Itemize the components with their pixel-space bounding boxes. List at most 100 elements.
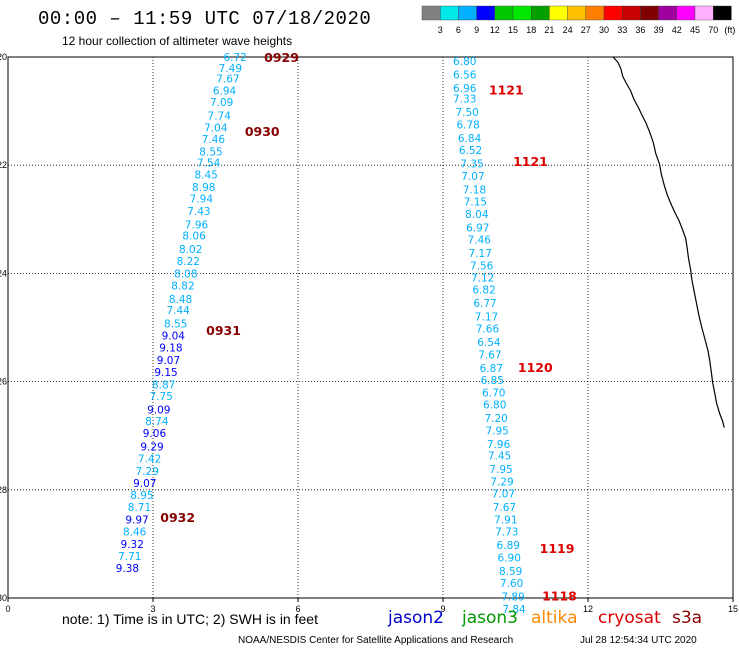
- wave-height-value: 7.67: [216, 74, 239, 86]
- wave-height-value: 7.46: [202, 134, 226, 146]
- wave-height-value: 9.32: [121, 539, 144, 551]
- y-tick-label: -22: [0, 160, 7, 170]
- y-tick-label: -30: [0, 593, 7, 603]
- credit-line: NOAA/NESDIS Center for Satellite Applica…: [238, 635, 514, 646]
- wave-height-value: 6.84: [458, 133, 482, 145]
- colorbar-swatch: [567, 5, 586, 21]
- wave-height-value: 9.06: [143, 428, 167, 440]
- pass-time-label: 1119: [540, 541, 575, 556]
- wave-height-value: 6.82: [472, 285, 495, 297]
- colorbar-swatch: [640, 5, 659, 21]
- wave-height-value: 7.09: [210, 97, 233, 109]
- wave-height-value: 7.07: [492, 489, 515, 501]
- wave-height-value: 7.67: [478, 350, 501, 362]
- wave-height-value: 7.71: [118, 551, 141, 563]
- wave-height-value: 7.49: [219, 63, 242, 75]
- pass-time-label: 0929: [264, 50, 299, 65]
- pass-time-label: 0931: [206, 323, 241, 338]
- colorbar-label: 15: [508, 25, 518, 35]
- wave-height-value: 8.82: [171, 280, 194, 292]
- wave-height-value: 7.94: [190, 194, 214, 206]
- wave-height-value: 8.48: [169, 294, 192, 306]
- colorbar-swatch: [585, 5, 605, 21]
- wave-height-value: 7.50: [455, 107, 478, 119]
- wave-height-value: 7.45: [488, 451, 511, 463]
- color-scale-legend: 3 6 9 12 15 18 21 24 27 30 33 36 39 42 45 70 (ft): [421, 5, 735, 35]
- plot-frame: [7, 56, 734, 599]
- legend-jason2: jason2: [388, 608, 444, 628]
- legend-altika: altika: [531, 608, 578, 628]
- wave-height-value: 6.54: [477, 337, 501, 349]
- colorbar-label: 27: [581, 25, 591, 35]
- x-tick-label: 12: [583, 604, 593, 614]
- wave-height-value: 7.73: [495, 526, 518, 538]
- y-tick-label: -28: [0, 485, 7, 495]
- wave-height-value: 7.42: [138, 453, 161, 465]
- wave-height-value: 6.94: [213, 86, 237, 98]
- wave-height-value: 7.95: [489, 464, 512, 476]
- colorbar-swatch: [531, 5, 550, 21]
- wave-height-value: 6.90: [498, 552, 521, 564]
- pass-time-label: 0932: [160, 510, 195, 525]
- pass-time-label: 0930: [245, 124, 280, 139]
- x-tick-label: 3: [150, 604, 155, 614]
- colorbar-label: 36: [635, 25, 645, 35]
- wave-height-value: 9.29: [140, 442, 163, 454]
- colorbar-swatch: [622, 5, 641, 21]
- wave-height-value: 7.67: [493, 502, 516, 514]
- wave-height-value: 7.74: [208, 110, 232, 122]
- wave-height-value: 8.74: [145, 416, 169, 428]
- colorbar-swatch: [603, 5, 623, 21]
- colorbar-swatch: [549, 5, 568, 21]
- data-points: 6.727.497.676.947.097.747.047.468.557.54…: [116, 52, 526, 616]
- coastline: [612, 56, 725, 428]
- wave-height-value: 7.17: [469, 248, 492, 260]
- wave-height-value: 7.20: [484, 413, 507, 425]
- footnote: note: 1) Time is in UTC; 2) SWH is in fe…: [62, 611, 318, 627]
- colorbar-label: 6: [456, 25, 461, 35]
- colorbar-label: 45: [690, 25, 700, 35]
- wave-height-value: 9.97: [125, 515, 148, 527]
- colorbar-label: 42: [672, 25, 682, 35]
- wave-height-value: 7.12: [471, 273, 494, 285]
- generation-timestamp: Jul 28 12:54:34 UTC 2020: [580, 635, 697, 646]
- wave-height-value: 7.43: [187, 206, 210, 218]
- wave-height-value: 6.80: [483, 399, 506, 411]
- wave-height-value: 7.44: [166, 305, 190, 317]
- coastline-path: [612, 56, 725, 428]
- colorbar-label: 3: [438, 25, 443, 35]
- wave-height-value: 8.95: [130, 490, 153, 502]
- x-tick-label: 6: [295, 604, 300, 614]
- wave-height-value: 9.38: [116, 563, 139, 575]
- colorbar-swatch: [694, 5, 714, 21]
- wave-height-value: 8.45: [194, 169, 217, 181]
- wave-height-value: 8.98: [192, 182, 215, 194]
- colorbar-swatch: [676, 5, 696, 21]
- wave-height-value: 7.35: [460, 159, 483, 171]
- wave-height-value: 6.85: [481, 375, 504, 387]
- colorbar-swatch: [440, 5, 459, 21]
- y-tick-label: -20: [0, 52, 7, 62]
- wave-height-value: 8.04: [465, 209, 489, 221]
- colorbar-label: 33: [617, 25, 627, 35]
- colorbar-swatch: [512, 5, 532, 21]
- wave-height-value: 6.96: [453, 83, 477, 95]
- pass-time-label: 1118: [542, 588, 577, 603]
- pass-time-labels: 0929 0930 0931 0932 1121 1121 1120 1119 1118: [160, 50, 577, 603]
- wave-height-value: 7.17: [475, 312, 498, 324]
- wave-height-value: 7.96: [185, 220, 209, 232]
- colorbar-label: 18: [526, 25, 536, 35]
- wave-height-value: 9.07: [133, 478, 156, 490]
- y-tick-label: -26: [0, 377, 7, 387]
- wave-height-value: 7.29: [490, 477, 513, 489]
- wave-height-value: 7.18: [463, 185, 486, 197]
- colorbar-label: 30: [599, 25, 609, 35]
- chart-subtitle: 12 hour collection of altimeter wave hei…: [62, 34, 293, 48]
- wave-height-value: 8.22: [177, 256, 200, 268]
- wave-height-value: 8.46: [123, 526, 147, 538]
- plot-axes: 0 3 6 9 12 15 -20 -22 -24 -26 -28 -30: [0, 52, 738, 614]
- wave-height-value: 6.72: [223, 52, 246, 64]
- wave-height-value: 7.56: [470, 260, 494, 272]
- wave-height-value: 7.66: [476, 324, 500, 336]
- colorbar-swatch: [476, 5, 496, 21]
